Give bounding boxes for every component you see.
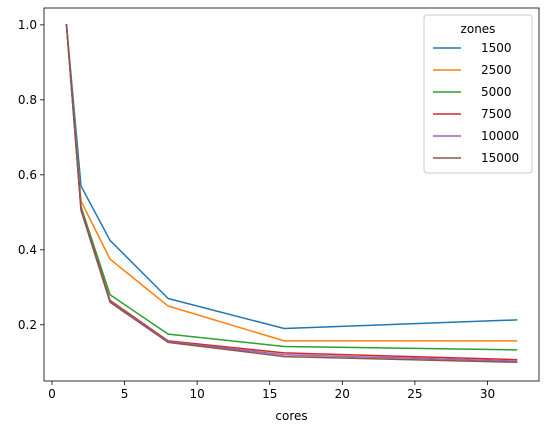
legend-label-5000: 5000 bbox=[481, 85, 512, 99]
y-tick-label: 0.4 bbox=[18, 243, 37, 257]
x-tick-label: 25 bbox=[407, 387, 422, 401]
y-tick-label: 0.2 bbox=[18, 318, 37, 332]
x-tick-label: 15 bbox=[262, 387, 277, 401]
legend-items: 1500 2500 5000 7500 10000 15000 bbox=[433, 41, 519, 165]
series-line-1500 bbox=[65, 24, 518, 330]
x-tick-label: 30 bbox=[480, 387, 495, 401]
x-tick-label: 5 bbox=[121, 387, 129, 401]
y-tick-label: 0.6 bbox=[18, 168, 37, 182]
plot-frame bbox=[43, 7, 540, 382]
legend-label-2500: 2500 bbox=[481, 63, 512, 77]
legend: zones 1500 2500 5000 7500 10000 15000 bbox=[423, 14, 533, 174]
y-tick-label: 1.0 bbox=[18, 18, 37, 32]
x-tick-label: 10 bbox=[190, 387, 205, 401]
legend-label-10000: 10000 bbox=[481, 129, 519, 143]
y-tick-label: 0.8 bbox=[18, 93, 37, 107]
legend-title: zones bbox=[461, 22, 496, 36]
series-line-15000 bbox=[65, 24, 518, 364]
y-axis-ticks: 0.2 0.4 0.6 0.8 1.0 bbox=[18, 18, 44, 332]
legend-label-7500: 7500 bbox=[481, 107, 512, 121]
series-lines bbox=[65, 24, 518, 364]
x-tick-label: 0 bbox=[48, 387, 56, 401]
legend-label-1500: 1500 bbox=[481, 41, 512, 55]
legend-box bbox=[423, 14, 533, 174]
legend-label-15000: 15000 bbox=[481, 151, 519, 165]
x-tick-label: 20 bbox=[335, 387, 350, 401]
x-axis-ticks: 0 5 10 15 20 25 30 bbox=[48, 381, 495, 401]
x-axis-label: cores bbox=[275, 409, 307, 423]
